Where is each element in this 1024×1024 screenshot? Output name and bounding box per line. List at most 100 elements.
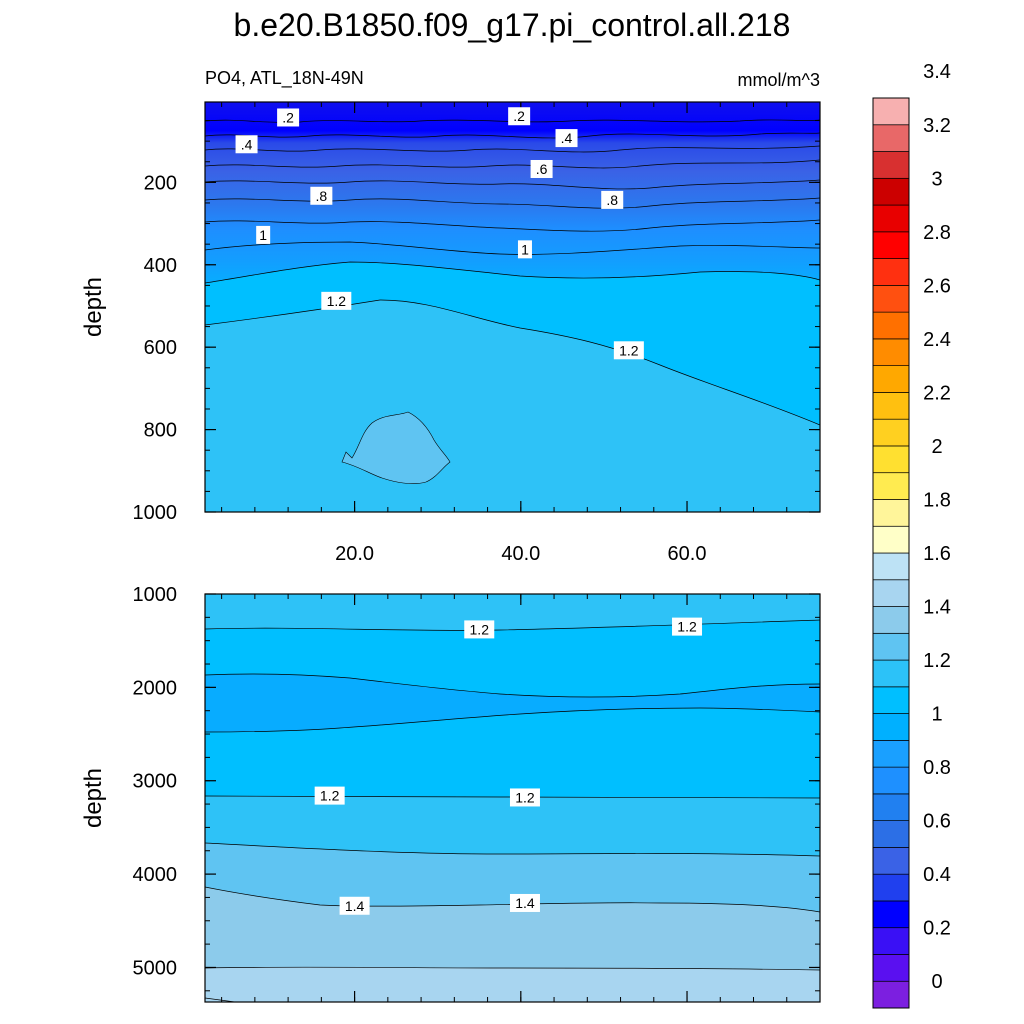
contour-region-bottom-5 [205, 967, 820, 1002]
chart-subtitle-left: PO4, ATL_18N-49N [205, 68, 364, 89]
chart-units: mmol/m^3 [738, 70, 820, 90]
colorbar-swatch [872, 499, 910, 527]
colorbar-label: 2 [931, 436, 942, 458]
top-contour-line-2 [205, 132, 820, 139]
bottom-contour-label: 1.2 [672, 617, 703, 636]
top-contour-labels: .2 .2 .4 .4 .6 .8 .8 1 1 1.2 1.2 [235, 107, 644, 360]
colorbar-label: 2.8 [923, 222, 951, 244]
top-x-tick-label: 40.0 [501, 543, 540, 565]
contour-region-top-2 [205, 262, 820, 425]
bottom-y-axis: 1000 2000 3000 4000 5000 [133, 584, 820, 992]
colorbar-swatch [872, 873, 910, 902]
contour-region-bottom-3 [205, 843, 820, 912]
bottom-contour-label-box [509, 893, 540, 912]
colorbar-swatch [872, 686, 910, 714]
colorbar-label: 3.4 [923, 61, 951, 83]
contour-region-bottom-2 [205, 674, 820, 732]
colorbar-swatch [872, 713, 910, 741]
top-contour-label-text: .8 [316, 188, 328, 204]
colorbar-label: 0 [931, 971, 942, 993]
top-contour-label-text: 1 [521, 241, 529, 257]
bottom-contour-label-box [314, 786, 345, 805]
contour-region-top-blob [341, 411, 451, 484]
colorbar-swatch [872, 418, 910, 447]
colorbar-swatch [872, 97, 910, 126]
top-plot-frame [204, 101, 821, 513]
bottom-contour-label-text: 1.2 [320, 788, 340, 804]
bottom-y-tick-label: 1000 [133, 584, 178, 606]
colorbar-swatch [872, 177, 910, 206]
bottom-contour-label-box [464, 620, 495, 639]
bottom-contour-label-box [672, 617, 703, 636]
colorbar-label: 0.6 [923, 811, 951, 833]
bottom-contour-labels: 1.2 1.2 1.2 1.2 1.4 1.4 [314, 617, 703, 915]
bottom-contour-label-text: 1.4 [345, 898, 365, 914]
colorbar-swatch [872, 579, 910, 607]
bottom-contour-line-3 [205, 707, 820, 733]
top-y-tick-label: 1000 [133, 502, 178, 524]
top-contour-label-text: 1 [259, 227, 267, 243]
bottom-contour-label-text: 1.2 [677, 619, 697, 635]
colorbar-swatch [872, 311, 910, 340]
colorbar-label: 1.6 [923, 543, 951, 565]
top-contour-line-1 [205, 119, 820, 123]
top-y-tick-label: 600 [144, 337, 177, 359]
colorbar-swatch [872, 740, 910, 768]
top-contour-label-text: .8 [606, 192, 618, 208]
colorbar-label: 1.4 [923, 597, 951, 619]
bottom-contour-label: 1.4 [339, 896, 370, 915]
colorbar-swatch [872, 552, 910, 581]
colorbar-label: 2.2 [923, 382, 951, 404]
top-contour-label: .4 [235, 135, 258, 154]
bottom-contour-lines [205, 619, 820, 1002]
top-contour-label: .4 [555, 129, 578, 148]
bottom-x-axis [221, 594, 821, 1002]
colorbar-label: 3 [931, 168, 942, 190]
colorbar-swatch [872, 365, 910, 393]
colorbar-frame [872, 97, 910, 1009]
bottom-contour-line-6 [205, 886, 820, 913]
colorbar-swatch [872, 231, 910, 259]
colorbar-swatch [872, 392, 910, 420]
top-contour-label-box [321, 291, 352, 310]
bottom-contour-label-box [339, 896, 370, 915]
top-contour-line-3 [205, 145, 820, 153]
colorbar-swatch [872, 632, 910, 661]
top-contour-label: .2 [508, 107, 531, 126]
top-y-axis: 200 400 600 800 1000 [133, 120, 820, 524]
top-contour-label-box [235, 135, 258, 154]
top-contour-label-text: 1.2 [327, 293, 347, 309]
colorbar-swatch [872, 204, 910, 233]
colorbar-swatch [872, 766, 910, 795]
top-contour-label-box [277, 108, 300, 127]
top-y-axis-label: depth [80, 277, 107, 337]
colorbar-swatch [872, 954, 910, 982]
bottom-contour-label-text: 1.2 [515, 789, 535, 805]
bottom-y-tick-label: 5000 [133, 957, 178, 979]
chart-title: b.e20.B1850.f09_g17.pi_control.all.218 [234, 7, 791, 43]
bottom-contour-line-7 [205, 966, 820, 971]
bottom-contour-line-4 [205, 795, 820, 799]
colorbar-swatch [872, 980, 910, 1009]
top-contour-label: .6 [530, 159, 553, 178]
bottom-contour-line-2 [205, 673, 820, 698]
top-contour-label-text: .4 [241, 136, 253, 152]
colorbar-swatch [872, 258, 910, 286]
colorbar-label: 0.8 [923, 757, 951, 779]
colorbar-swatch [872, 927, 910, 955]
bottom-contour-line-1 [205, 619, 820, 631]
top-contour-label: 1.2 [613, 341, 644, 360]
top-contour-lines [205, 119, 820, 426]
colorbar-label: 2.4 [923, 329, 951, 351]
bottom-y-axis-label: depth [80, 768, 107, 828]
top-contour-label-text: .6 [536, 161, 548, 177]
top-contour-label-box [613, 341, 644, 360]
colorbar-swatch [872, 445, 910, 474]
colorbar-label: 1.8 [923, 489, 951, 511]
top-contour-label: .2 [277, 108, 300, 127]
top-contour-label-box [310, 186, 333, 205]
colorbar-swatch [872, 606, 910, 634]
top-y-tick-label: 800 [144, 420, 177, 442]
